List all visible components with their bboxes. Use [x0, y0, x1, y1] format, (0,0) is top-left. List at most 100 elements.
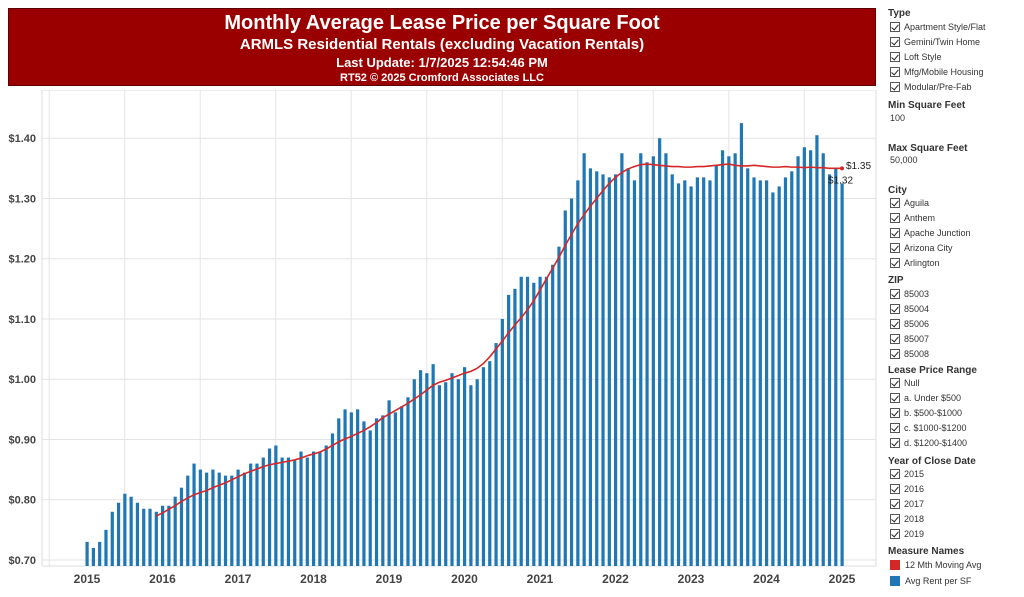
- zip-checkbox[interactable]: 85008: [890, 347, 929, 361]
- bar: [274, 445, 278, 566]
- checkbox-checked-icon[interactable]: [890, 289, 900, 299]
- lease-range-label: Null: [904, 378, 920, 388]
- checkbox-checked-icon[interactable]: [890, 499, 900, 509]
- legend-title: Measure Names: [888, 546, 965, 557]
- checkbox-checked-icon[interactable]: [890, 258, 900, 268]
- y-tick-label: $1.30: [8, 193, 36, 205]
- zip-checkbox[interactable]: 85003: [890, 287, 929, 301]
- bar: [91, 547, 95, 566]
- y-tick-label: $0.70: [8, 555, 36, 567]
- lease-range-checkbox[interactable]: Null: [890, 376, 920, 390]
- checkbox-checked-icon[interactable]: [890, 423, 900, 433]
- year-checkbox[interactable]: 2015: [890, 467, 924, 481]
- checkbox-checked-icon[interactable]: [890, 469, 900, 479]
- checkbox-checked-icon[interactable]: [890, 319, 900, 329]
- type-checkbox[interactable]: Modular/Pre-Fab: [890, 80, 972, 94]
- bar: [827, 174, 832, 566]
- checkbox-checked-icon[interactable]: [890, 529, 900, 539]
- year-label: 2015: [904, 469, 925, 479]
- checkbox-checked-icon[interactable]: [890, 82, 900, 92]
- checkbox-checked-icon[interactable]: [890, 198, 900, 208]
- bar: [173, 496, 177, 566]
- bar: [658, 138, 662, 567]
- bar: [356, 409, 360, 566]
- filter-title-lease-range: Lease Price Range: [888, 365, 977, 376]
- type-label: Mfg/Mobile Housing: [904, 67, 984, 77]
- checkbox-checked-icon[interactable]: [890, 378, 900, 388]
- filter-title-year: Year of Close Date: [888, 456, 976, 467]
- checkbox-checked-icon[interactable]: [890, 349, 900, 359]
- checkbox-checked-icon[interactable]: [890, 304, 900, 314]
- checkbox-checked-icon[interactable]: [890, 408, 900, 418]
- lease-range-checkbox[interactable]: c. $1000-$1200: [890, 421, 967, 435]
- year-checkbox[interactable]: 2018: [890, 512, 924, 526]
- type-checkbox[interactable]: Mfg/Mobile Housing: [890, 65, 984, 79]
- bar: [488, 361, 492, 566]
- lease-range-checkbox[interactable]: d. $1200-$1400: [890, 436, 967, 450]
- city-checkbox[interactable]: Arizona City: [890, 241, 953, 255]
- bar: [607, 177, 611, 566]
- city-checkbox[interactable]: Aguila: [890, 196, 929, 210]
- bar: [110, 511, 114, 566]
- bar: [362, 421, 366, 566]
- filter-sidebar: Type Apartment Style/Flat Gemini/Twin Home…: [886, 0, 1024, 597]
- year-checkbox[interactable]: 2016: [890, 482, 924, 496]
- lease-range-checkbox[interactable]: a. Under $500: [890, 391, 961, 405]
- bar: [205, 472, 209, 566]
- bar: [179, 487, 184, 566]
- year-checkbox[interactable]: 2019: [890, 527, 924, 541]
- moving-average-endpoint: [840, 166, 844, 171]
- bar: [676, 183, 681, 566]
- city-checkbox[interactable]: Arlington: [890, 256, 940, 270]
- bar: [161, 505, 165, 566]
- bar: [312, 451, 316, 566]
- bar: [670, 174, 674, 566]
- bar: [481, 367, 486, 566]
- checkbox-checked-icon[interactable]: [890, 438, 900, 448]
- zip-label: 85007: [904, 334, 930, 344]
- city-checkbox[interactable]: Apache Junction: [890, 226, 971, 240]
- lease-range-checkbox[interactable]: b. $500-$1000: [890, 406, 962, 420]
- x-tick-label: 2023: [678, 572, 705, 586]
- x-tick-label: 2020: [451, 572, 478, 586]
- type-checkbox[interactable]: Loft Style: [890, 50, 942, 64]
- checkbox-checked-icon[interactable]: [890, 484, 900, 494]
- zip-checkbox[interactable]: 85007: [890, 332, 929, 346]
- bar: [280, 457, 284, 566]
- city-label: Apache Junction: [904, 228, 971, 238]
- legend-label: Avg Rent per SF: [905, 576, 972, 586]
- bar: [217, 472, 221, 566]
- year-checkbox[interactable]: 2017: [890, 497, 924, 511]
- annotation-last-bar: $1.32: [828, 175, 853, 186]
- x-tick-label: 2017: [225, 572, 252, 586]
- checkbox-checked-icon[interactable]: [890, 213, 900, 223]
- bar: [525, 276, 530, 566]
- x-tick-label: 2015: [74, 572, 101, 586]
- y-tick-label: $1.40: [8, 133, 36, 145]
- checkbox-checked-icon[interactable]: [890, 514, 900, 524]
- checkbox-checked-icon[interactable]: [890, 243, 900, 253]
- bar: [733, 153, 737, 567]
- min-sqft-value: 100: [890, 113, 906, 123]
- zip-checkbox[interactable]: 85004: [890, 302, 929, 316]
- checkbox-checked-icon[interactable]: [890, 393, 900, 403]
- bar: [494, 343, 498, 566]
- bar: [318, 451, 322, 566]
- bar: [815, 135, 819, 566]
- checkbox-checked-icon[interactable]: [890, 228, 900, 238]
- bar: [714, 165, 718, 566]
- checkbox-checked-icon[interactable]: [890, 334, 900, 344]
- checkbox-checked-icon[interactable]: [890, 52, 900, 62]
- bar: [752, 177, 756, 566]
- checkbox-checked-icon[interactable]: [890, 22, 900, 32]
- checkbox-checked-icon[interactable]: [890, 67, 900, 77]
- bar: [418, 370, 423, 566]
- zip-checkbox[interactable]: 85006: [890, 317, 929, 331]
- x-tick-label: 2025: [829, 572, 856, 586]
- city-checkbox[interactable]: Anthem: [890, 211, 935, 225]
- checkbox-checked-icon[interactable]: [890, 37, 900, 47]
- bar: [242, 472, 246, 566]
- type-checkbox[interactable]: Gemini/Twin Home: [890, 35, 980, 49]
- bar: [645, 162, 649, 566]
- type-checkbox[interactable]: Apartment Style/Flat: [890, 20, 986, 34]
